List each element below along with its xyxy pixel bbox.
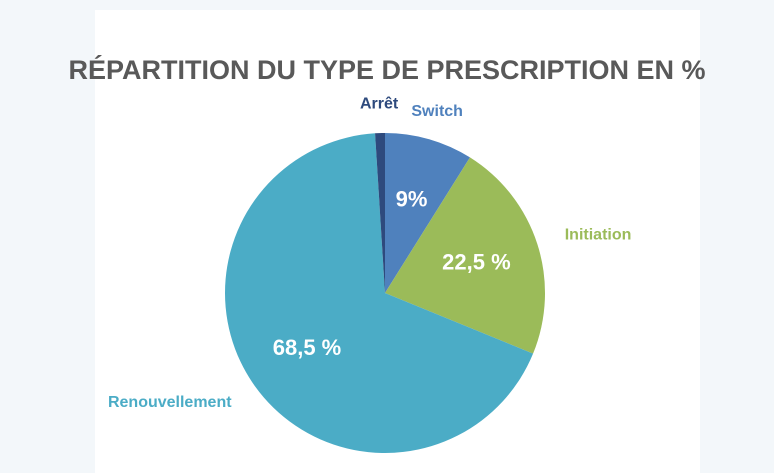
category-label: Renouvellement [108,394,232,411]
category-label: Switch [411,103,463,120]
pie-slice [385,157,545,354]
pie-slice [224,133,534,453]
category-label: Arrêt [360,96,399,113]
value-label: 9% [396,187,428,212]
chart-title: RÉPARTITION DU TYPE DE PRESCRIPTION EN % [68,54,705,85]
value-label: 22,5 % [442,249,511,274]
pie-slice [375,133,385,293]
category-label: Initiation [565,226,632,243]
value-label: 68,5 % [273,335,342,360]
pie-slice [385,133,470,293]
